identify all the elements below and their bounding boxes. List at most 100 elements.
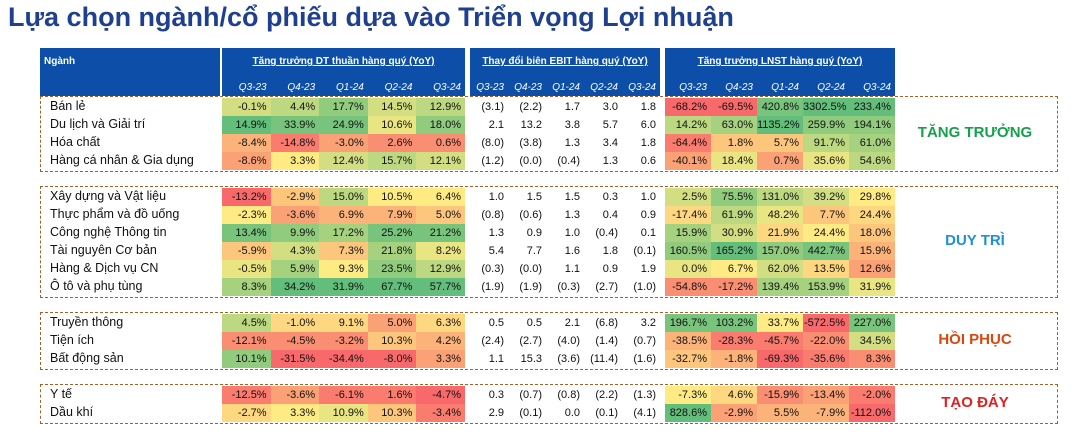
table-cell: 33.9% (270, 116, 320, 134)
group-header: Tăng trưởng DT thuần hàng quý (YoY) (252, 56, 435, 67)
table-cell: -13.4% (803, 386, 849, 404)
quarter-label: Q3-24 (433, 82, 461, 93)
table-cell: 57.7% (416, 278, 465, 296)
table-cell: 153.9% (803, 278, 849, 296)
table-cell: -12.1% (222, 332, 271, 350)
table-cell: -38.5% (665, 332, 711, 350)
table-cell: -112.0% (849, 404, 895, 422)
group-header: Tăng trưởng LNST hàng quý (YoY) (697, 56, 863, 67)
table-cell: 13.4% (222, 224, 271, 242)
table-cell: -17.2% (711, 278, 757, 296)
sector-name: Dầu khí (50, 405, 94, 419)
quarter-label: Q3-23 (679, 82, 707, 93)
table-cell: 0.9 (526, 227, 542, 239)
table-cell: (0.1) (595, 407, 618, 419)
table-cell: -34.4% (319, 350, 368, 368)
table-cell: -7.9% (803, 404, 849, 422)
table-cell: 10.3% (367, 404, 417, 422)
table-cell: 9.3% (319, 260, 368, 278)
table-cell: 1135.2% (757, 116, 803, 134)
table-cell: 227.0% (849, 314, 895, 332)
table-cell: 1.3 (602, 155, 618, 167)
quarter-label: Q1-24 (771, 82, 799, 93)
table-cell: (1.4) (595, 335, 618, 347)
table-cell: 196.7% (665, 314, 711, 332)
sector-name: Tài nguyên Cơ bản (50, 243, 157, 257)
table-cell: 61.9% (711, 206, 757, 224)
table-cell: 15.3 (520, 353, 542, 365)
table-cell: 3.3% (270, 152, 320, 170)
table-cell: 12.4% (319, 152, 368, 170)
table-cell: -14.8% (270, 134, 320, 152)
table-cell: (1.3) (633, 389, 656, 401)
table-cell: -7.3% (665, 386, 711, 404)
table-cell: 0.0% (665, 260, 711, 278)
table-cell: 1.0 (488, 191, 504, 203)
group-label: DUY TRÌ (945, 232, 1005, 249)
table-cell: 13.2 (520, 119, 542, 131)
table-cell: -2.9% (270, 188, 320, 206)
table-cell: 48.2% (757, 206, 803, 224)
table-cell: (1.6) (633, 353, 656, 365)
table-cell: (0.3) (481, 263, 504, 275)
quarter-label: Q4-23 (725, 82, 753, 93)
table-cell: 2.6% (367, 134, 417, 152)
table-cell: -13.2% (222, 188, 271, 206)
table-cell: 0.9 (602, 263, 618, 275)
table-cell: -64.4% (665, 134, 711, 152)
table-cell: (1.0) (633, 281, 656, 293)
table-cell: 0.4 (602, 209, 618, 221)
table-cell: 12.9% (416, 98, 465, 116)
table-cell: -8.4% (222, 134, 271, 152)
table-cell: 0.3 (488, 389, 504, 401)
table-cell: 15.9% (665, 224, 711, 242)
table-cell: (6.8) (595, 317, 618, 329)
group-label: TĂNG TRƯỞNG (917, 124, 1033, 141)
table-cell: 6.9% (319, 206, 368, 224)
table-cell: 4.3% (270, 242, 320, 260)
sector-name: Hàng & Dịch vụ CN (50, 261, 159, 275)
table-cell: -3.6% (270, 386, 320, 404)
table-cell: -3.4% (416, 404, 465, 422)
table-cell: 18.4% (711, 152, 757, 170)
table-cell: 1.6 (564, 245, 580, 257)
header-block (222, 48, 465, 96)
table-cell: 15.7% (367, 152, 417, 170)
table-cell: 17.7% (319, 98, 368, 116)
table-cell: 2.9 (488, 407, 504, 419)
header-block (470, 48, 660, 96)
table-cell: -69.3% (757, 350, 803, 368)
table-cell: 14.5% (367, 98, 417, 116)
table-cell: 1.1 (488, 353, 504, 365)
sector-name: Xây dựng và Vật liệu (50, 189, 167, 203)
table-cell: (2.2) (519, 101, 542, 113)
table-cell: 17.2% (319, 224, 368, 242)
header-block (665, 48, 895, 96)
table-cell: 7.9% (367, 206, 417, 224)
table-cell: 1.5 (526, 191, 542, 203)
table-cell: 2.5% (665, 188, 711, 206)
slide-title: Lựa chọn ngành/cổ phiếu dựa vào Triển vọ… (8, 2, 734, 32)
group-label: TẠO ĐÁY (941, 394, 1009, 411)
table-cell: 1.8 (640, 101, 656, 113)
table-cell: -8.0% (367, 350, 417, 368)
table-cell: (0.7) (633, 335, 656, 347)
table-cell: 39.2% (803, 188, 849, 206)
table-cell: (8.0) (481, 137, 504, 149)
table-cell: (3.6) (557, 353, 580, 365)
table-cell: 160.5% (665, 242, 711, 260)
table-cell: 24.9% (319, 116, 368, 134)
table-cell: 31.9% (319, 278, 368, 296)
sector-name: Du lịch và Giải trí (50, 117, 146, 131)
table-cell: 1.3 (564, 209, 580, 221)
table-cell: (0.0) (519, 155, 542, 167)
table-cell: 21.8% (367, 242, 417, 260)
table-cell: (0.1) (519, 407, 542, 419)
table-cell: 1.8 (640, 137, 656, 149)
group-box (40, 186, 1058, 298)
table-cell: (0.8) (557, 389, 580, 401)
table-cell: -3.2% (319, 332, 368, 350)
table-cell: 1.7 (564, 101, 580, 113)
table-cell: 15.9% (849, 242, 895, 260)
